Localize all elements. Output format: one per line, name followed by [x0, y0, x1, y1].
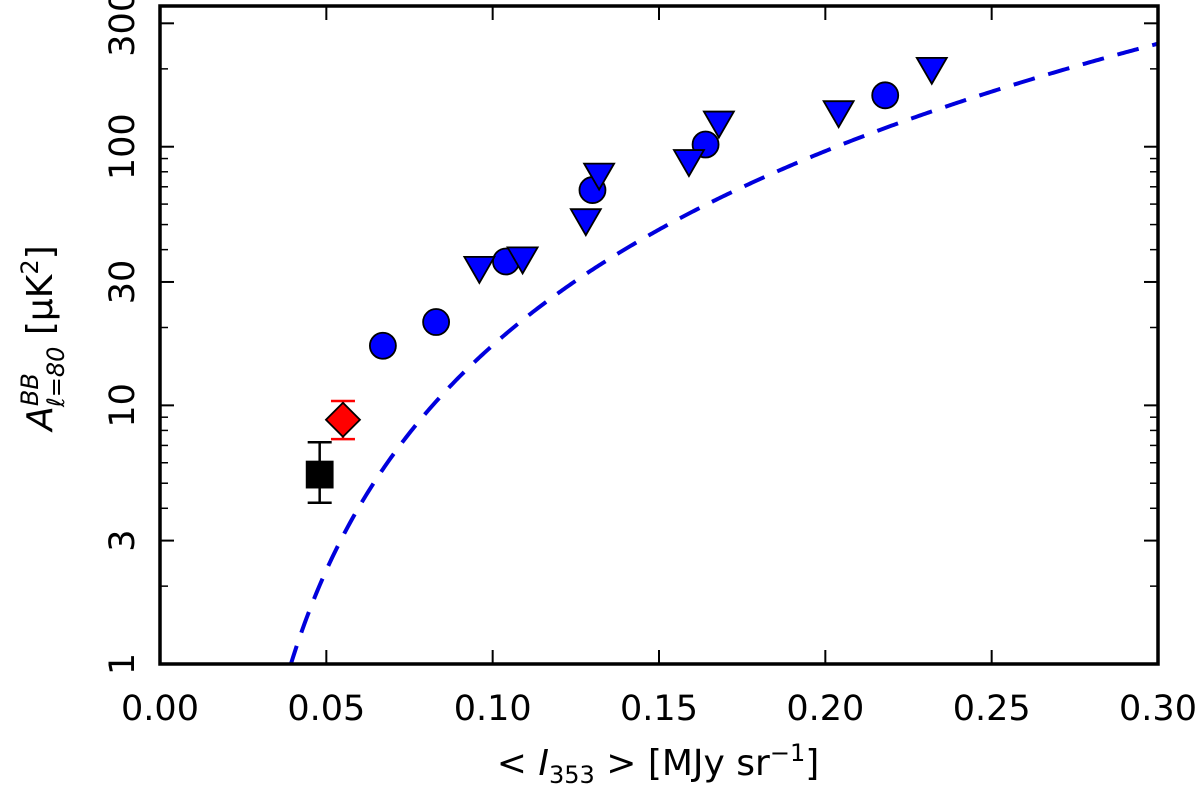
triangle-marker [672, 149, 706, 178]
marker-layer [305, 56, 949, 505]
x-tick-label: 0.25 [953, 689, 1031, 729]
x-tick-label: 0.00 [121, 689, 199, 729]
plot-frame [158, 4, 1160, 666]
y-axis-title-suffix: ] [20, 245, 61, 259]
x-tick-label: 0.30 [1119, 689, 1197, 729]
y-axis-title-superscript: BB [16, 373, 44, 406]
x-axis-title-suffix: ] [805, 743, 819, 784]
diamond-marker [324, 401, 362, 438]
x-axis-title-subscript: 353 [549, 761, 595, 789]
x-axis-title-unit: > [MJy sr [595, 743, 770, 784]
circle-marker [368, 331, 397, 360]
y-tick-label: 300 [103, 0, 143, 57]
circle-marker [871, 81, 900, 110]
triangle-marker [915, 56, 949, 86]
x-tick-label: 0.15 [620, 689, 698, 729]
x-tick-label: 0.20 [786, 689, 864, 729]
axis-ticks [159, 6, 1159, 665]
y-axis-title-subscript: ℓ=80 [42, 347, 70, 409]
x-axis-title: < I353 > [MJy sr−1] [497, 739, 820, 789]
x-tick-label: 0.10 [454, 689, 532, 729]
circle-marker [422, 308, 451, 336]
triangle-marker [822, 100, 856, 129]
triangle-marker [462, 255, 496, 285]
x-axis-title-superscript: −1 [770, 739, 805, 767]
y-tick-label: 10 [103, 383, 143, 428]
y-axis-title-unit: [μK [20, 273, 61, 346]
triangle-marker [582, 162, 616, 192]
x-axis-title-symbol: I [538, 743, 549, 784]
tick-labels: 0.00 0.05 0.10 0.15 0.20 0.25 0.30 1 3 10 30 100 300 [103, 0, 1197, 729]
square-marker [305, 460, 334, 489]
y-axis-title-unit-superscript: 2 [16, 259, 44, 274]
triangle-marker [702, 110, 736, 140]
y-tick-label: 30 [103, 260, 143, 305]
y-tick-label: 1 [103, 653, 143, 675]
y-axis-title-symbol: A [20, 406, 61, 433]
fit-curve-line [288, 41, 1158, 664]
x-axis-title-prefix: < [497, 743, 539, 784]
fit-curve-layer [288, 41, 1158, 664]
triangle-marker [506, 246, 540, 276]
triangle-marker [569, 208, 603, 237]
y-tick-label: 3 [103, 529, 143, 551]
y-tick-label: 100 [103, 113, 143, 180]
y-axis-title: ABBℓ=80 [μK2] [16, 245, 70, 432]
x-tick-label: 0.05 [287, 689, 365, 729]
